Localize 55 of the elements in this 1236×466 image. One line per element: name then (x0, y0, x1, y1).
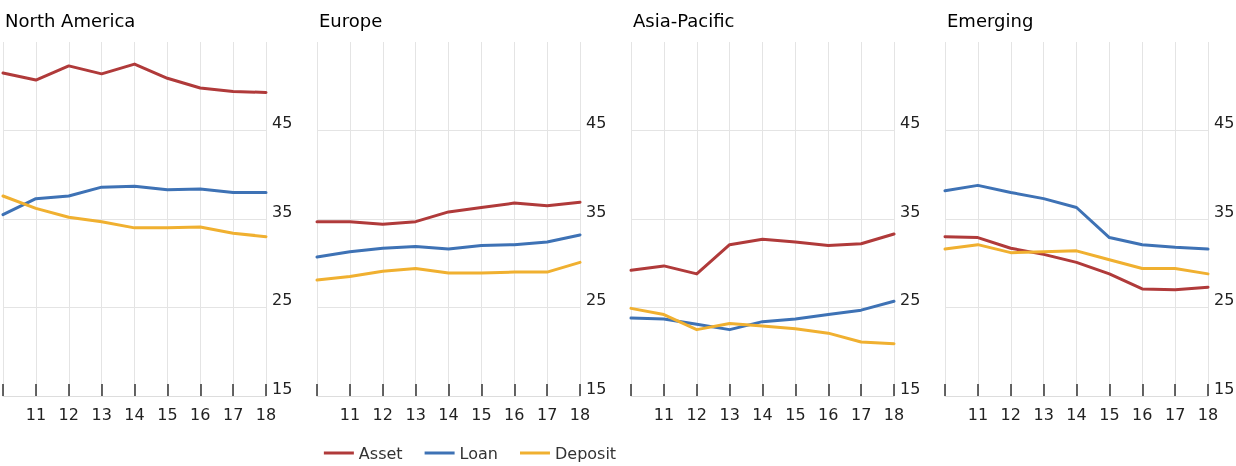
x-tick-label: 16 (1132, 404, 1153, 424)
x-tick-label: 12 (58, 404, 79, 424)
y-tick-label: 45 (272, 113, 293, 132)
y-tick-label: 15 (586, 378, 607, 398)
y-tick-label: 45 (1214, 113, 1235, 132)
x-tick-label: 12 (686, 404, 707, 424)
y-tick-label: 25 (272, 290, 293, 309)
x-tick-label: 18 (883, 404, 905, 424)
x-tick-label: 12 (1000, 404, 1021, 424)
x-tick-label: 11 (25, 404, 47, 424)
x-tick-label: 17 (222, 404, 244, 424)
x-tick-label: 17 (1164, 404, 1186, 424)
chart-title: Asia-Pacific (633, 9, 735, 31)
y-tick-label: 35 (586, 201, 607, 221)
x-tick-label: 11 (653, 404, 675, 424)
y-tick-label: 25 (586, 290, 607, 309)
x-tick-label: 13 (405, 404, 426, 424)
x-tick-label: 17 (850, 404, 872, 424)
x-tick-label: 14 (752, 404, 773, 424)
x-tick-label: 13 (91, 404, 112, 424)
x-tick-label: 16 (190, 404, 211, 424)
y-tick-label: 15 (272, 378, 293, 398)
x-tick-label: 15 (1099, 404, 1120, 424)
x-tick-label: 15 (785, 404, 806, 424)
x-tick-label: 14 (438, 404, 459, 424)
y-tick-label: 45 (586, 113, 607, 132)
y-tick-label: 25 (1214, 290, 1235, 309)
x-tick-label: 12 (372, 404, 393, 424)
x-tick-label: 14 (1066, 404, 1087, 424)
x-tick-label: 11 (967, 404, 989, 424)
x-tick-label: 14 (124, 404, 145, 424)
x-tick-label: 17 (536, 404, 558, 424)
x-tick-label: 15 (157, 404, 178, 424)
y-tick-label: 15 (900, 378, 921, 398)
x-tick-label: 18 (255, 404, 277, 424)
x-tick-label: 16 (818, 404, 839, 424)
y-tick-label: 45 (900, 113, 921, 132)
y-tick-label: 35 (900, 201, 921, 221)
x-tick-label: 18 (569, 404, 591, 424)
chart-title: Emerging (947, 9, 1034, 31)
legend-label: Asset (358, 443, 403, 463)
x-tick-label: 11 (339, 404, 361, 424)
x-tick-label: 13 (719, 404, 740, 424)
chart-title: Europe (319, 9, 383, 31)
chart-title: North America (5, 9, 136, 31)
x-tick-label: 18 (1197, 404, 1219, 424)
x-tick-label: 13 (1033, 404, 1054, 424)
y-tick-label: 35 (272, 201, 293, 221)
legend-label: Deposit (554, 443, 617, 463)
x-tick-label: 15 (471, 404, 492, 424)
x-tick-label: 16 (504, 404, 525, 424)
y-tick-label: 25 (900, 290, 921, 309)
legend-label: Loan (459, 443, 498, 463)
y-tick-label: 15 (1214, 378, 1235, 398)
y-tick-label: 35 (1214, 201, 1235, 221)
